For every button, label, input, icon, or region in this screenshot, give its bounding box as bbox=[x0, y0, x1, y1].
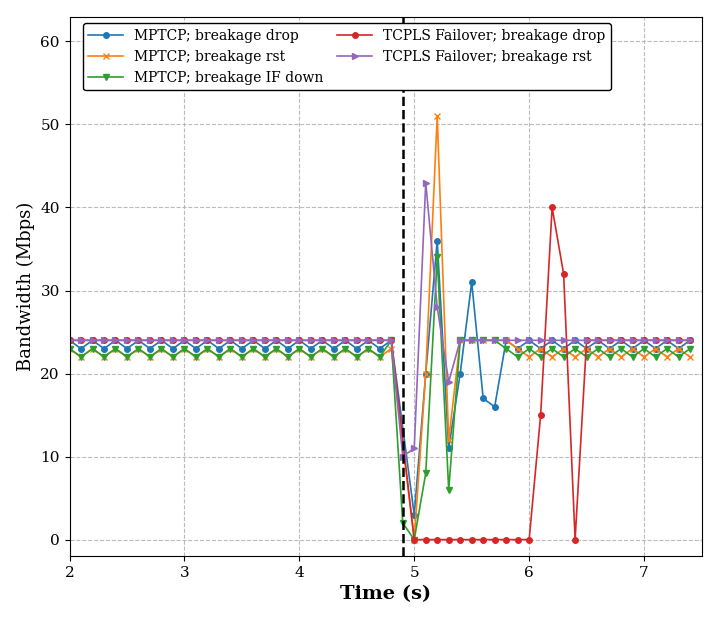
MPTCP; breakage rst bbox=[295, 345, 304, 352]
TCPLS Failover; breakage rst bbox=[398, 453, 407, 460]
MPTCP; breakage IF down bbox=[686, 345, 694, 352]
TCPLS Failover; breakage drop bbox=[421, 536, 430, 543]
MPTCP; breakage drop bbox=[456, 370, 465, 377]
Line: MPTCP; breakage drop: MPTCP; breakage drop bbox=[67, 238, 693, 518]
MPTCP; breakage IF down bbox=[65, 345, 74, 352]
Text: Breakage: Breakage bbox=[363, 50, 443, 66]
MPTCP; breakage IF down bbox=[295, 345, 304, 352]
TCPLS Failover; breakage drop bbox=[686, 337, 694, 344]
MPTCP; breakage drop bbox=[467, 278, 476, 286]
MPTCP; breakage rst bbox=[433, 112, 442, 120]
TCPLS Failover; breakage drop bbox=[169, 337, 177, 344]
TCPLS Failover; breakage rst bbox=[65, 337, 74, 344]
TCPLS Failover; breakage drop bbox=[295, 337, 304, 344]
Y-axis label: Bandwidth (Mbps): Bandwidth (Mbps) bbox=[17, 202, 34, 371]
TCPLS Failover; breakage rst bbox=[674, 337, 683, 344]
Line: MPTCP; breakage IF down: MPTCP; breakage IF down bbox=[67, 255, 693, 542]
MPTCP; breakage rst bbox=[410, 536, 419, 543]
TCPLS Failover; breakage drop bbox=[456, 536, 465, 543]
X-axis label: Time (s): Time (s) bbox=[340, 585, 431, 603]
TCPLS Failover; breakage drop bbox=[502, 536, 510, 543]
MPTCP; breakage drop bbox=[421, 370, 430, 377]
MPTCP; breakage rst bbox=[456, 337, 465, 344]
TCPLS Failover; breakage rst bbox=[421, 179, 430, 186]
MPTCP; breakage IF down bbox=[180, 345, 189, 352]
MPTCP; breakage IF down bbox=[433, 254, 442, 261]
MPTCP; breakage rst bbox=[686, 353, 694, 361]
MPTCP; breakage drop bbox=[169, 345, 177, 352]
MPTCP; breakage IF down bbox=[640, 345, 648, 352]
MPTCP; breakage rst bbox=[421, 370, 430, 377]
MPTCP; breakage IF down bbox=[215, 353, 223, 361]
MPTCP; breakage rst bbox=[169, 353, 177, 361]
MPTCP; breakage IF down bbox=[410, 536, 419, 543]
Legend: MPTCP; breakage drop, MPTCP; breakage rst, MPTCP; breakage IF down, TCPLS Failov: MPTCP; breakage drop, MPTCP; breakage rs… bbox=[83, 24, 611, 91]
MPTCP; breakage rst bbox=[513, 345, 522, 352]
Line: TCPLS Failover; breakage drop: TCPLS Failover; breakage drop bbox=[67, 205, 693, 542]
MPTCP; breakage IF down bbox=[674, 353, 683, 361]
TCPLS Failover; breakage rst bbox=[180, 337, 189, 344]
TCPLS Failover; breakage drop bbox=[65, 337, 74, 344]
MPTCP; breakage drop bbox=[410, 511, 419, 518]
MPTCP; breakage rst bbox=[65, 345, 74, 352]
MPTCP; breakage drop bbox=[295, 337, 304, 344]
MPTCP; breakage drop bbox=[65, 337, 74, 344]
TCPLS Failover; breakage rst bbox=[686, 337, 694, 344]
TCPLS Failover; breakage rst bbox=[640, 337, 648, 344]
Line: MPTCP; breakage rst: MPTCP; breakage rst bbox=[67, 113, 693, 542]
MPTCP; breakage IF down bbox=[134, 345, 143, 352]
MPTCP; breakage drop bbox=[686, 337, 694, 344]
MPTCP; breakage drop bbox=[513, 345, 522, 352]
TCPLS Failover; breakage rst bbox=[134, 337, 143, 344]
MPTCP; breakage rst bbox=[467, 337, 476, 344]
TCPLS Failover; breakage rst bbox=[215, 337, 223, 344]
TCPLS Failover; breakage drop bbox=[444, 536, 453, 543]
MPTCP; breakage drop bbox=[433, 237, 442, 244]
Line: TCPLS Failover; breakage rst: TCPLS Failover; breakage rst bbox=[67, 180, 693, 459]
TCPLS Failover; breakage drop bbox=[410, 536, 419, 543]
TCPLS Failover; breakage rst bbox=[295, 337, 304, 344]
TCPLS Failover; breakage drop bbox=[548, 204, 556, 211]
